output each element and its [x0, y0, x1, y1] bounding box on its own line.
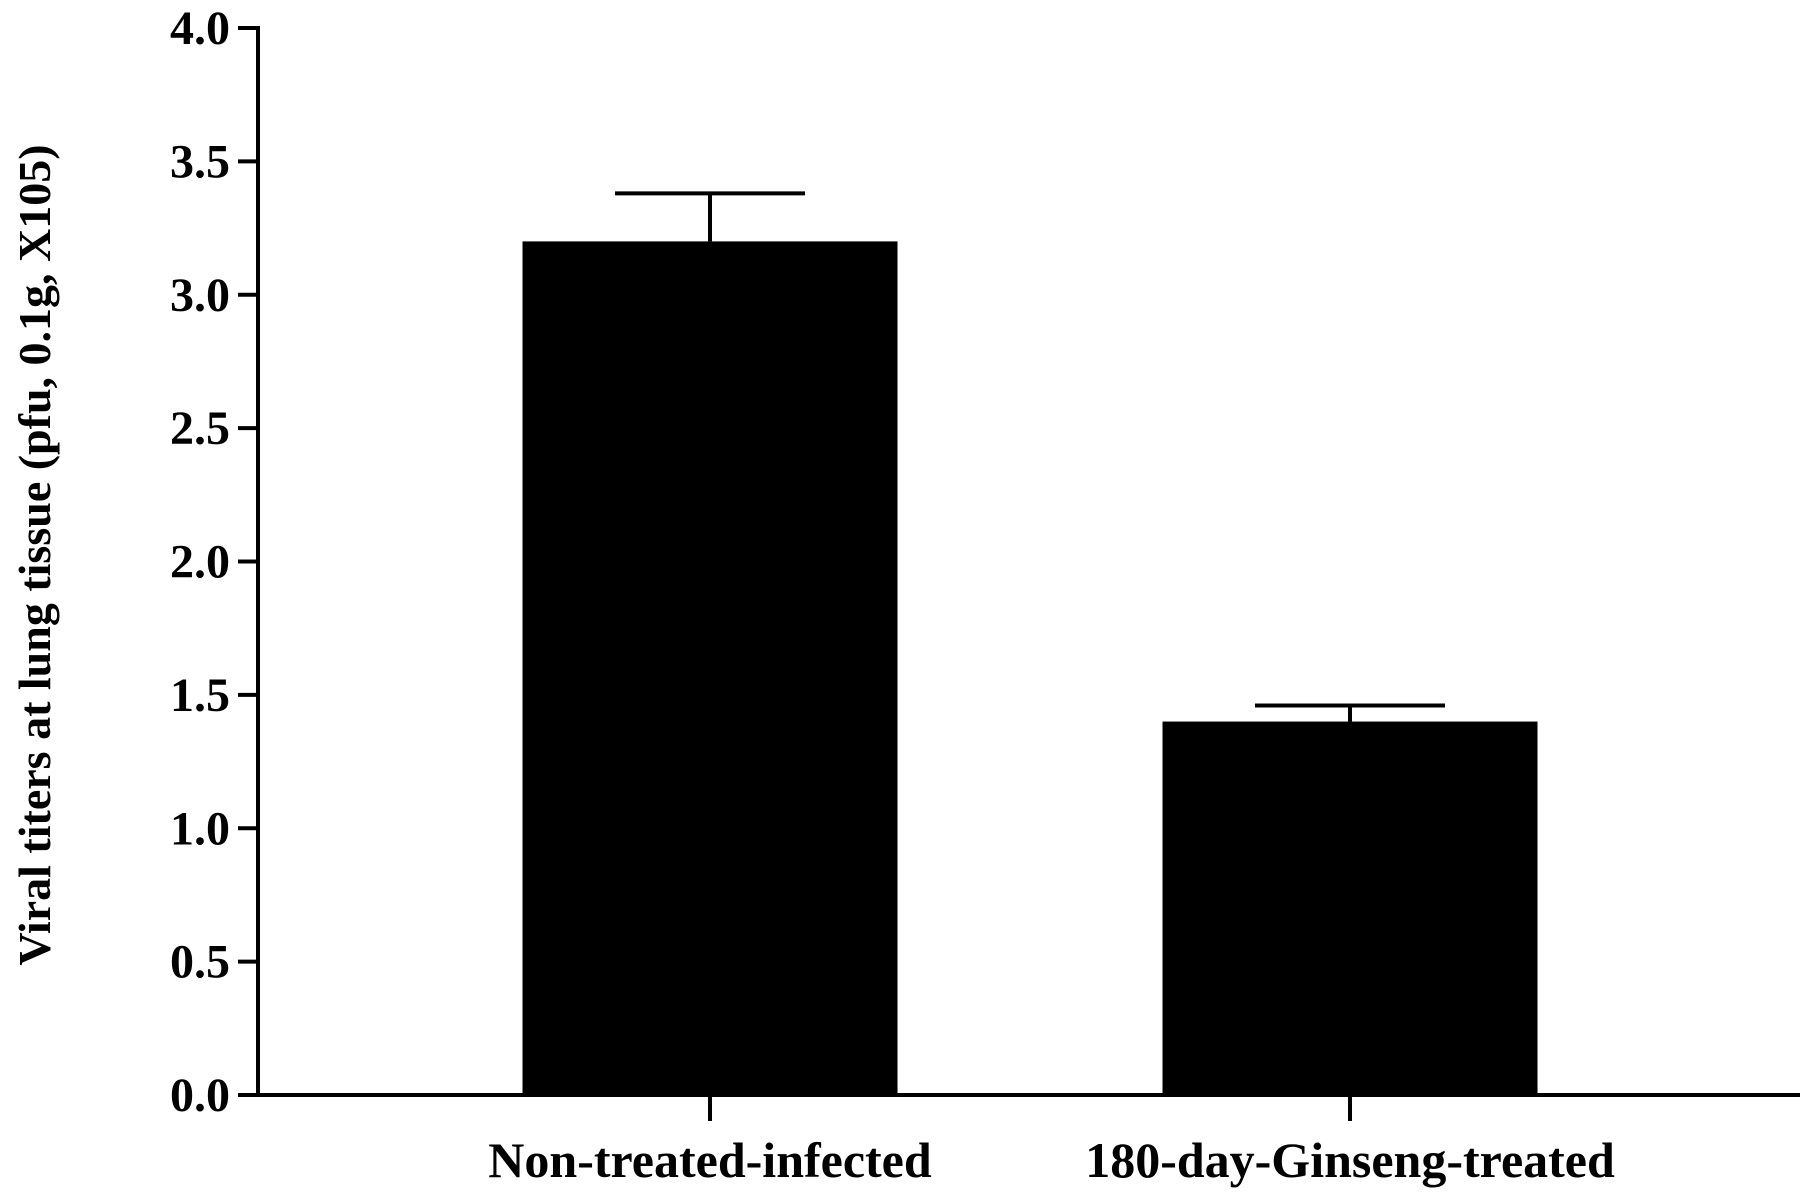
error-bars: [615, 191, 1445, 722]
y-tick-label: 1.5: [170, 669, 230, 722]
bar: [1162, 721, 1538, 1095]
bars: [522, 241, 1538, 1095]
y-tick-label: 3.0: [170, 269, 230, 322]
bar: [522, 241, 898, 1095]
y-axis-label: Viral titers at lung tissue (pfu, 0.1g, …: [9, 144, 60, 965]
y-tick-label: 2.5: [170, 402, 230, 455]
y-axis-label-group: Viral titers at lung tissue (pfu, 0.1g, …: [9, 144, 60, 965]
y-ticks: 0.0 0.5 1.0 1.5 2.0 2.5 3.0 3.5 4.0: [170, 2, 258, 1122]
y-tick-label: 1.0: [170, 802, 230, 855]
y-tick-label: 4.0: [170, 2, 230, 55]
x-tick-label: 180-day-Ginseng-treated: [1085, 1132, 1615, 1188]
axes: [256, 26, 1800, 1097]
x-tick-label: Non-treated-infected: [488, 1132, 932, 1188]
y-tick-label: 0.5: [170, 936, 230, 989]
y-tick-label: 2.0: [170, 536, 230, 589]
y-tick-label: 3.5: [170, 135, 230, 188]
y-tick-label: 0.0: [170, 1069, 230, 1122]
x-ticks: Non-treated-infected 180-day-Ginseng-trea…: [488, 1095, 1615, 1188]
